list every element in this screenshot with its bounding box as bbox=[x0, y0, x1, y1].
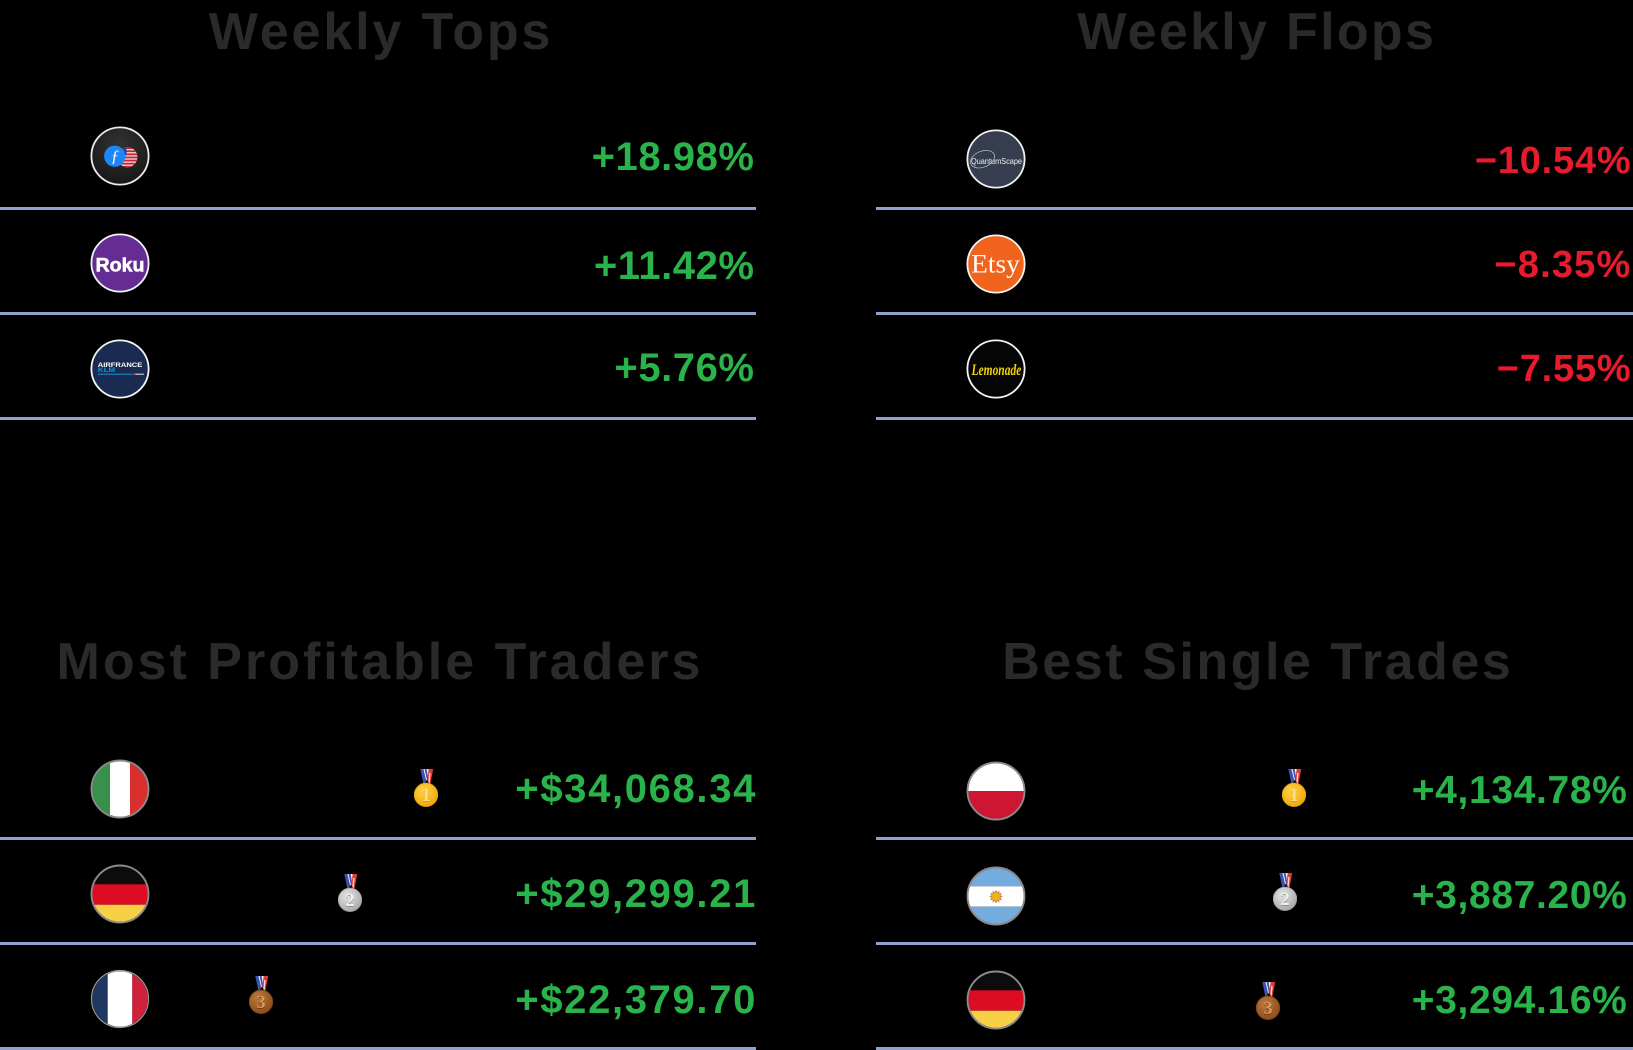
svg-text:AIRFRANCE: AIRFRANCE bbox=[98, 362, 143, 369]
svg-text:QuantumScape: QuantumScape bbox=[971, 157, 1022, 166]
svg-text:Etsy: Etsy bbox=[971, 249, 1020, 278]
svg-text:2: 2 bbox=[1281, 890, 1290, 910]
svg-text:3: 3 bbox=[257, 993, 266, 1013]
svg-text:1: 1 bbox=[1290, 785, 1299, 805]
svg-text:3: 3 bbox=[257, 992, 266, 1012]
svg-text:3: 3 bbox=[1264, 998, 1273, 1018]
svg-text:2: 2 bbox=[1281, 889, 1290, 909]
svg-text:Lemonade: Lemonade bbox=[971, 362, 1022, 379]
svg-text:Roku: Roku bbox=[96, 256, 145, 277]
svg-text:KLM: KLM bbox=[98, 367, 115, 374]
svg-text:3: 3 bbox=[1264, 999, 1273, 1019]
svg-text:1: 1 bbox=[1290, 786, 1299, 806]
svg-text:2: 2 bbox=[346, 891, 355, 911]
svg-text:1: 1 bbox=[421, 786, 430, 806]
svg-text:ƒ: ƒ bbox=[111, 146, 120, 165]
svg-text:1: 1 bbox=[421, 785, 430, 805]
svg-text:2: 2 bbox=[346, 890, 355, 910]
